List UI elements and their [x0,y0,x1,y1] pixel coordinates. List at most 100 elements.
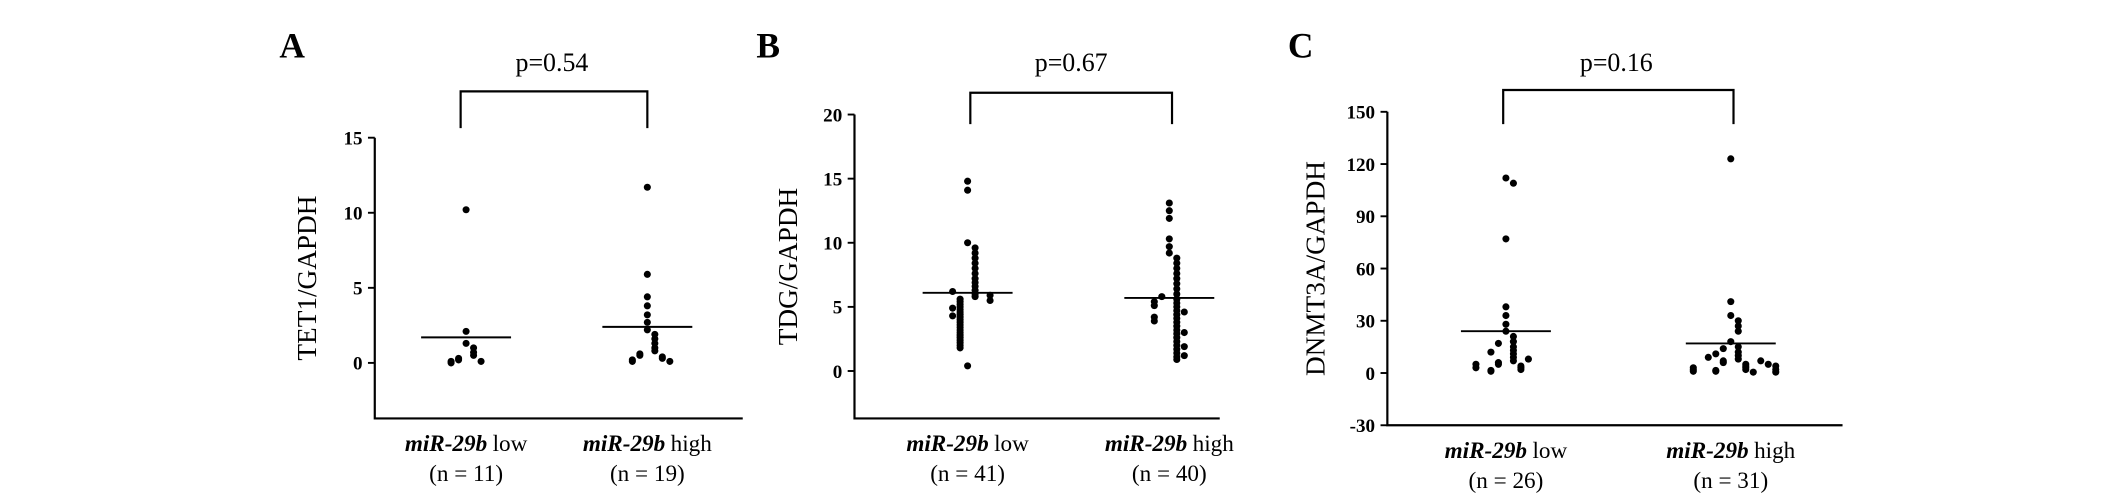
x-tick-label: miR-29b low [1445,438,1568,464]
category: high [1193,431,1235,457]
p-value: p=0.67 [1035,48,1108,77]
data-point [1158,293,1166,301]
sample-size: (n = 19) [610,461,685,487]
x-tick-label: miR-29b high [1666,438,1795,464]
y-tick-label: 5 [833,298,843,319]
panel-label: A [279,25,305,65]
data-point [1689,367,1697,375]
y-tick-label: 15 [823,169,842,190]
data-point [956,344,964,352]
data-point [1150,302,1158,310]
y-tick-label: 5 [353,279,363,300]
data-point [1165,214,1173,222]
data-point [1150,317,1158,325]
data-point [971,259,979,267]
gene-name: miR-29b [1666,438,1748,464]
data-point [1509,338,1517,346]
data-point [1727,298,1735,306]
data-point [1727,312,1735,320]
data-point [1719,359,1727,367]
data-point [1742,365,1750,374]
data-point [1173,254,1181,262]
data-point [1165,207,1173,215]
data-point [1757,357,1765,365]
y-tick-label: 150 [1346,103,1375,124]
data-point [1173,280,1181,288]
y-tick-label: 30 [1356,312,1375,333]
data-point [1165,243,1173,251]
sample-size: (n = 41) [930,461,1005,487]
sample-size: (n = 11) [429,461,503,487]
sample-size: (n = 40) [1132,461,1207,487]
data-point [666,357,674,365]
data-point [971,270,979,278]
y-tick-label: 0 [833,362,843,383]
x-tick-label: miR-29b high [1105,431,1234,457]
data-point [455,356,463,364]
data-point [658,354,666,362]
data-point [1173,285,1181,293]
data-point [1734,327,1742,335]
data-point [1734,322,1742,330]
p-value: p=0.16 [1580,48,1653,77]
y-tick-label: 10 [343,204,362,225]
data-point [1180,343,1188,351]
data-point [636,351,644,359]
data-point [1502,235,1510,243]
panel-label: B [756,25,780,65]
data-point [1472,364,1480,372]
y-tick-label: 0 [1366,364,1376,385]
data-point [1727,155,1735,163]
data-point [1173,270,1181,278]
data-point [964,177,972,185]
data-point [462,327,470,335]
y-axis-label: DNMT3A/GAPDH [1301,161,1331,376]
gene-name: miR-29b [583,431,665,457]
data-point [986,296,994,305]
data-point [1719,345,1727,353]
data-point [1509,332,1517,340]
gene-name: miR-29b [1105,431,1187,457]
data-point [1173,259,1181,267]
data-point [1734,317,1742,325]
bracket [969,91,1174,125]
data-point [1502,174,1510,182]
data-point [462,206,470,214]
category: high [671,431,713,457]
data-point [949,287,957,296]
y-tick-label: -30 [1350,416,1375,437]
data-point [470,351,478,359]
data-point [1494,360,1502,368]
data-point [1502,312,1510,320]
data-point [643,183,651,191]
y-tick-label: 90 [1356,207,1375,228]
data-point [1502,303,1510,311]
axes [853,114,1220,420]
data-point [1180,308,1188,316]
data-point [1173,355,1181,364]
category: low [493,431,528,457]
data-point [1734,355,1742,363]
x-tick-label: miR-29b low [405,431,528,457]
y-axis-label: TDG/GAPDH [773,188,803,345]
data-point [1517,365,1525,374]
y-tick-label: 15 [343,129,362,150]
bracket [1502,88,1735,125]
data-point [1165,249,1173,257]
data-point [971,264,979,272]
sample-size: (n = 26) [1469,468,1544,494]
data-point [964,362,972,370]
axes [373,137,743,420]
data-point [1764,360,1772,368]
data-point [1509,357,1517,365]
data-point [643,311,651,319]
data-point [477,357,485,365]
data-point [447,359,455,367]
data-point [971,293,979,301]
data-point [971,254,979,262]
gene-name: miR-29b [405,431,487,457]
gene-name: miR-29b [1445,438,1527,464]
data-point [1772,368,1780,376]
data-point [964,239,972,247]
